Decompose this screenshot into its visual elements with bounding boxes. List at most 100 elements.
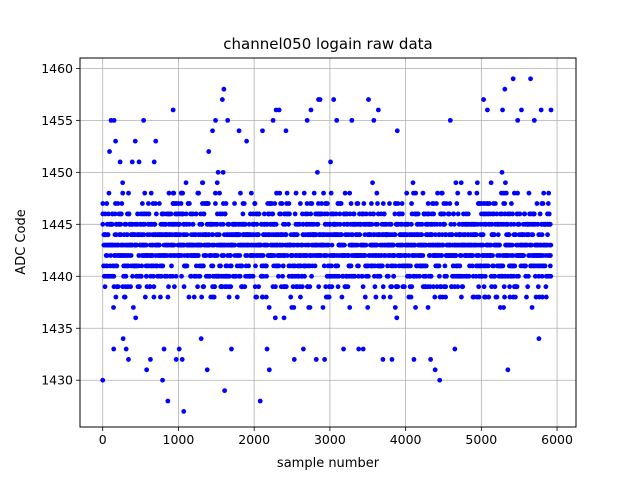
data-point (115, 201, 121, 206)
data-point (220, 221, 226, 227)
data-point (409, 284, 415, 290)
data-point-outlier (229, 346, 234, 352)
data-point (315, 169, 320, 175)
data-point (391, 242, 396, 248)
data-point (406, 253, 412, 258)
data-point (120, 180, 126, 186)
data-point (430, 284, 436, 290)
x-tick-label: 2000 (238, 432, 270, 447)
data-point (356, 263, 361, 269)
data-point (476, 294, 482, 300)
data-point (286, 211, 292, 217)
data-point-outlier (179, 357, 185, 362)
data-point (214, 221, 220, 227)
data-point (347, 211, 353, 217)
data-point (369, 221, 375, 227)
data-point (260, 253, 266, 258)
data-point (315, 221, 321, 227)
data-point (217, 190, 222, 196)
data-point (272, 315, 278, 321)
data-point (151, 284, 157, 290)
data-point (335, 263, 341, 269)
data-point (492, 201, 498, 206)
data-point-outlier (260, 128, 265, 134)
data-point (385, 263, 390, 269)
data-point (214, 253, 220, 258)
data-point (546, 211, 552, 217)
data-point-outlier (204, 367, 210, 373)
data-point (441, 211, 447, 217)
data-point-outlier (502, 86, 508, 92)
data-point (311, 190, 317, 196)
data-point (256, 232, 261, 238)
data-point (307, 284, 313, 290)
data-point (350, 232, 355, 238)
data-point-outlier (300, 346, 306, 352)
data-point (294, 232, 300, 238)
data-point-outlier (244, 138, 249, 144)
data-point (401, 284, 407, 290)
data-point (144, 273, 149, 279)
data-point (536, 273, 542, 279)
data-point (474, 190, 480, 196)
data-point (459, 294, 464, 300)
data-point (128, 284, 133, 290)
data-point (146, 211, 152, 217)
data-point (246, 263, 251, 269)
data-point-outlier (222, 388, 228, 394)
data-point (435, 190, 440, 196)
data-point (266, 305, 272, 310)
data-point-outlier (136, 159, 142, 165)
data-point-outlier (151, 159, 157, 165)
data-point (547, 263, 553, 269)
data-point (530, 232, 536, 238)
data-point (256, 284, 262, 290)
data-point (306, 242, 311, 248)
data-point (339, 294, 345, 300)
data-point (436, 273, 442, 279)
y-tick-label: 1450 (41, 165, 73, 180)
data-point-outlier (371, 117, 377, 123)
data-point (263, 294, 269, 300)
data-point-outlier (481, 97, 487, 102)
data-point (408, 294, 414, 300)
data-point (234, 294, 240, 300)
data-point (100, 201, 106, 206)
data-point (442, 263, 448, 269)
data-point (215, 169, 221, 175)
data-point (453, 180, 459, 186)
data-point (242, 284, 248, 290)
data-point (532, 273, 538, 279)
data-point-outlier (341, 346, 346, 352)
data-point (228, 263, 234, 269)
data-point (342, 242, 347, 248)
data-point (108, 253, 114, 258)
data-point (106, 190, 112, 196)
data-point (436, 263, 442, 269)
data-point (512, 263, 518, 269)
data-point (213, 201, 218, 206)
data-point (533, 294, 539, 300)
data-point (502, 201, 508, 206)
data-point-outlier (206, 149, 212, 154)
data-point (361, 201, 367, 206)
data-point (329, 263, 334, 269)
data-point (455, 211, 461, 217)
data-point (216, 232, 222, 238)
data-point-outlier (452, 346, 458, 352)
data-point (201, 211, 207, 217)
data-point (321, 190, 326, 196)
data-point (237, 232, 243, 238)
data-point (152, 201, 158, 206)
data-point (319, 201, 325, 206)
data-point-outlier (126, 357, 131, 362)
data-point (413, 190, 419, 196)
data-point (298, 294, 303, 300)
data-point (130, 305, 136, 310)
data-point-outlier (313, 357, 319, 362)
data-point (444, 273, 449, 279)
data-point (134, 242, 139, 248)
data-point (512, 294, 518, 300)
data-point (492, 273, 498, 279)
data-point-outlier (141, 117, 147, 123)
